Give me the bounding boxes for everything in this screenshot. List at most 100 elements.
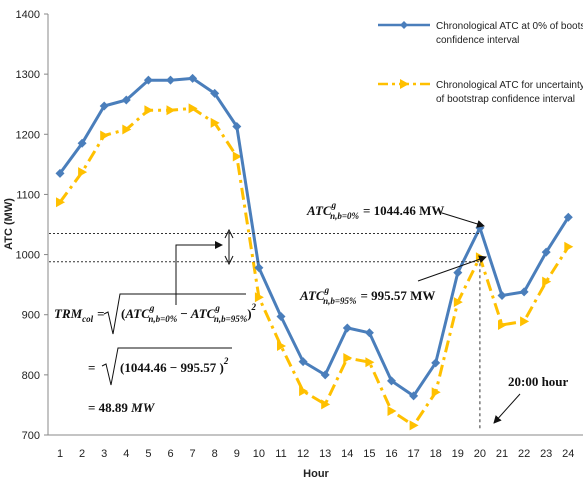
data-point	[254, 263, 264, 273]
y-tick-label: 1400	[16, 9, 40, 21]
series-line-0	[58, 76, 570, 398]
x-tick-label: 13	[319, 448, 331, 460]
x-tick-label: 3	[101, 448, 107, 460]
trm-line2: (1044.46 − 995.57 )2	[120, 356, 229, 375]
data-point	[365, 357, 375, 368]
data-point	[55, 168, 65, 178]
x-tick-label: 24	[562, 448, 574, 460]
data-point	[387, 405, 397, 416]
y-tick-label: 700	[22, 430, 40, 442]
series-1	[56, 103, 574, 431]
atc95-label: ATCg n,b=95% = 995.57 MW	[299, 285, 435, 306]
trm-lhs: TRMcol =	[54, 306, 105, 324]
legend-label-1b: of bootstrap confidence interval	[436, 94, 575, 105]
legend-entry-0: Chronological ATC at 0% of bootstrap con…	[378, 21, 583, 46]
x-tick-label: 7	[190, 448, 196, 460]
y-axis-title: ATC (MW)	[3, 198, 15, 250]
x-tick-label: 14	[341, 448, 353, 460]
data-point	[276, 312, 286, 322]
y-tick-label: 900	[22, 310, 40, 322]
data-point	[188, 103, 198, 114]
sqrt-sign-2	[101, 347, 232, 386]
data-point	[409, 420, 419, 431]
data-point	[498, 319, 507, 330]
x-tick-label: 4	[123, 448, 129, 460]
data-point	[453, 297, 463, 308]
data-point	[364, 328, 374, 338]
data-point	[232, 121, 242, 131]
legend-label-0a: Chronological ATC at 0% of bootstrap	[436, 21, 583, 32]
data-point	[144, 105, 154, 116]
x-tick-label: 20	[474, 448, 486, 460]
data-point	[77, 138, 87, 148]
sqrt-sign-1	[103, 293, 246, 335]
data-point	[519, 287, 529, 297]
data-point	[563, 212, 573, 222]
y-axis-ticks: 700 800 900 1000 1100 1200 1300 1400	[16, 9, 48, 442]
data-point	[453, 268, 463, 278]
x-tick-label: 9	[234, 448, 240, 460]
data-point	[387, 376, 396, 386]
data-point	[277, 340, 286, 351]
trm-result: = 48.89 MW	[88, 400, 156, 415]
data-point	[542, 276, 552, 287]
atc0-label: ATCg n,b=0% = 1044.46 MW	[306, 200, 444, 221]
data-point	[497, 290, 507, 300]
data-point	[431, 387, 441, 398]
series-layer	[55, 73, 574, 431]
data-point	[321, 399, 331, 410]
legend-marker-0	[400, 21, 408, 29]
y-tick-label: 1000	[16, 250, 40, 262]
data-point	[210, 117, 220, 128]
data-point	[320, 370, 330, 380]
legend-label-0b: confidence interval	[436, 35, 519, 46]
legend: Chronological ATC at 0% of bootstrap con…	[378, 21, 583, 105]
trm-formula-body: (ATCg n,b=0% − ATCg n,b=95%)2	[121, 302, 257, 324]
x-tick-label: 21	[496, 448, 508, 460]
x-tick-label: 5	[145, 448, 151, 460]
data-point	[409, 391, 419, 401]
trm-connector	[175, 241, 223, 305]
legend-marker-1	[400, 79, 409, 89]
data-point	[343, 353, 353, 364]
data-point	[232, 151, 242, 162]
legend-entry-1: Chronological ATC for uncertainty with 9…	[378, 79, 583, 105]
x-tick-label: 23	[540, 448, 552, 460]
x-tick-label: 19	[452, 448, 464, 460]
data-point	[520, 316, 530, 327]
trm-gap-arrow-heads	[224, 228, 234, 266]
trm-eq-2: =	[88, 360, 95, 375]
x-axis-ticks: 1 2 3 4 5 6 7 8 9 10 11 12 13 14 15 16 17 18 19 20 21 22 23 24	[57, 448, 574, 460]
x-tick-label: 16	[385, 448, 397, 460]
data-point	[100, 130, 110, 141]
data-point	[210, 88, 220, 98]
x-tick-label: 15	[363, 448, 375, 460]
hour-20-label: 20:00 hour	[508, 374, 569, 389]
x-tick-label: 2	[79, 448, 85, 460]
legend-label-1a: Chronological ATC for uncertainty with 9…	[436, 80, 583, 91]
data-point	[299, 386, 309, 397]
x-tick-label: 1	[57, 448, 63, 460]
x-tick-label: 8	[212, 448, 218, 460]
atc0-arrow	[441, 212, 485, 228]
data-point	[254, 292, 264, 303]
data-point	[99, 101, 109, 111]
data-point	[564, 241, 574, 252]
hour-20-arrow	[493, 393, 521, 424]
y-tick-label: 1300	[16, 69, 40, 81]
data-point	[166, 75, 175, 85]
series-0	[55, 73, 573, 401]
data-point	[121, 95, 131, 105]
x-tick-label: 11	[275, 448, 286, 460]
x-tick-label: 18	[430, 448, 442, 460]
x-axis-title: Hour	[303, 468, 329, 480]
data-point	[431, 358, 441, 368]
data-point	[78, 167, 88, 178]
data-point	[541, 247, 551, 257]
x-tick-label: 12	[297, 448, 309, 460]
trm-formula: TRMcol = (ATCg n,b=0% − ATCg n,b=95%)2 = (104…	[54, 293, 257, 415]
annotation-layer: ATCg n,b=0% = 1044.46 MW ATCg n,b=95% = 995.…	[49, 200, 569, 431]
data-point	[166, 105, 176, 116]
x-tick-label: 10	[253, 448, 265, 460]
